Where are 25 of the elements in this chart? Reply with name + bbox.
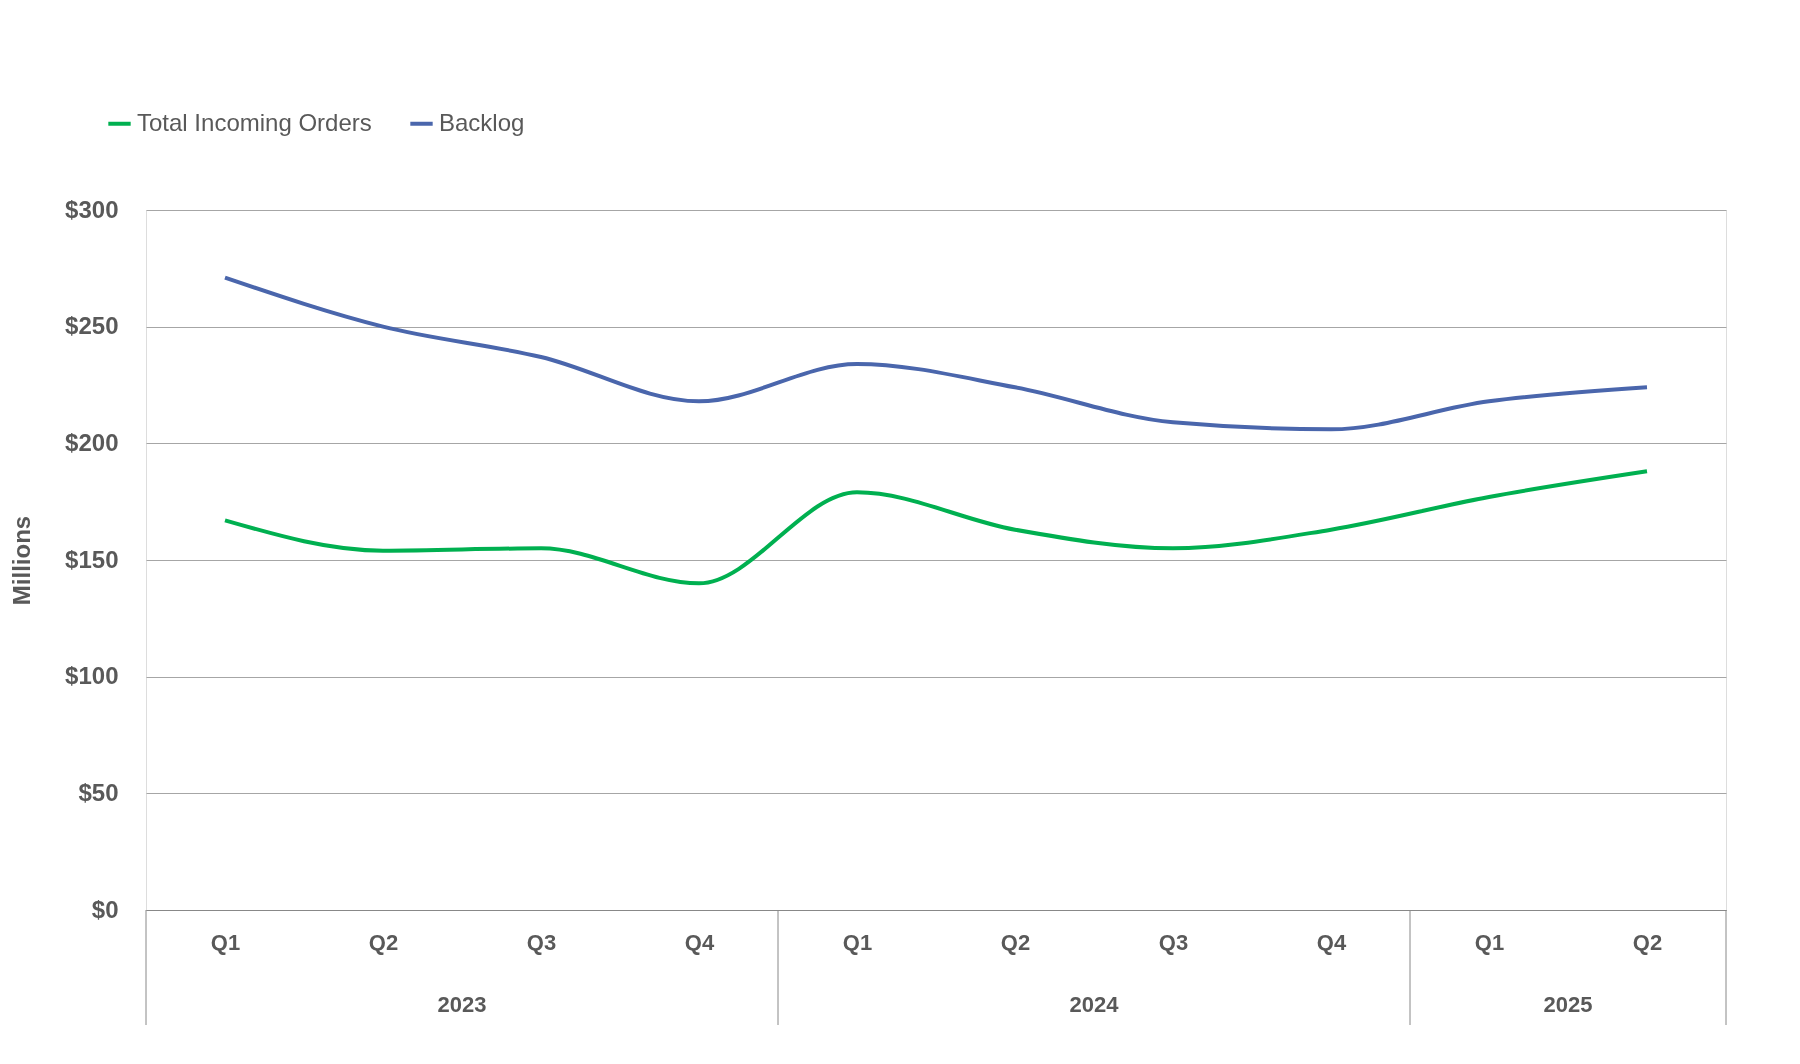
y-axis-title: Millions <box>8 515 36 606</box>
text: 2025 <box>1543 992 1593 1017</box>
y-tick-label: $100 <box>65 662 119 690</box>
x-tick-label: Q4 <box>684 929 715 955</box>
y-tick-label: $50 <box>78 778 119 806</box>
x-tick-label: Q3 <box>1158 929 1189 955</box>
x-tick-label: Q3 <box>526 929 557 955</box>
x-tick-label: Q1 <box>1474 929 1505 955</box>
x-tick-label: Q2 <box>1000 929 1031 955</box>
x-tick-label: Q2 <box>368 929 399 955</box>
line-series <box>223 469 1649 586</box>
x-tick-label: Q1 <box>842 929 873 955</box>
y-tick-label: $0 <box>91 895 119 923</box>
legend-label: Total Incoming Orders <box>137 108 372 136</box>
text: 2024 <box>1069 992 1120 1017</box>
x-tick-label: Q2 <box>1632 929 1663 955</box>
y-tick-label: $250 <box>65 312 119 340</box>
y-tick-label: $300 <box>65 195 119 223</box>
x-tick-label: Q4 <box>1316 929 1347 955</box>
y-tick-label: $200 <box>65 428 119 456</box>
y-tick-label: $150 <box>65 545 119 573</box>
x-tick-label: Q1 <box>210 929 241 955</box>
legend-label: Backlog <box>439 108 525 136</box>
text: 2023 <box>437 992 487 1017</box>
line-series <box>223 275 1649 432</box>
